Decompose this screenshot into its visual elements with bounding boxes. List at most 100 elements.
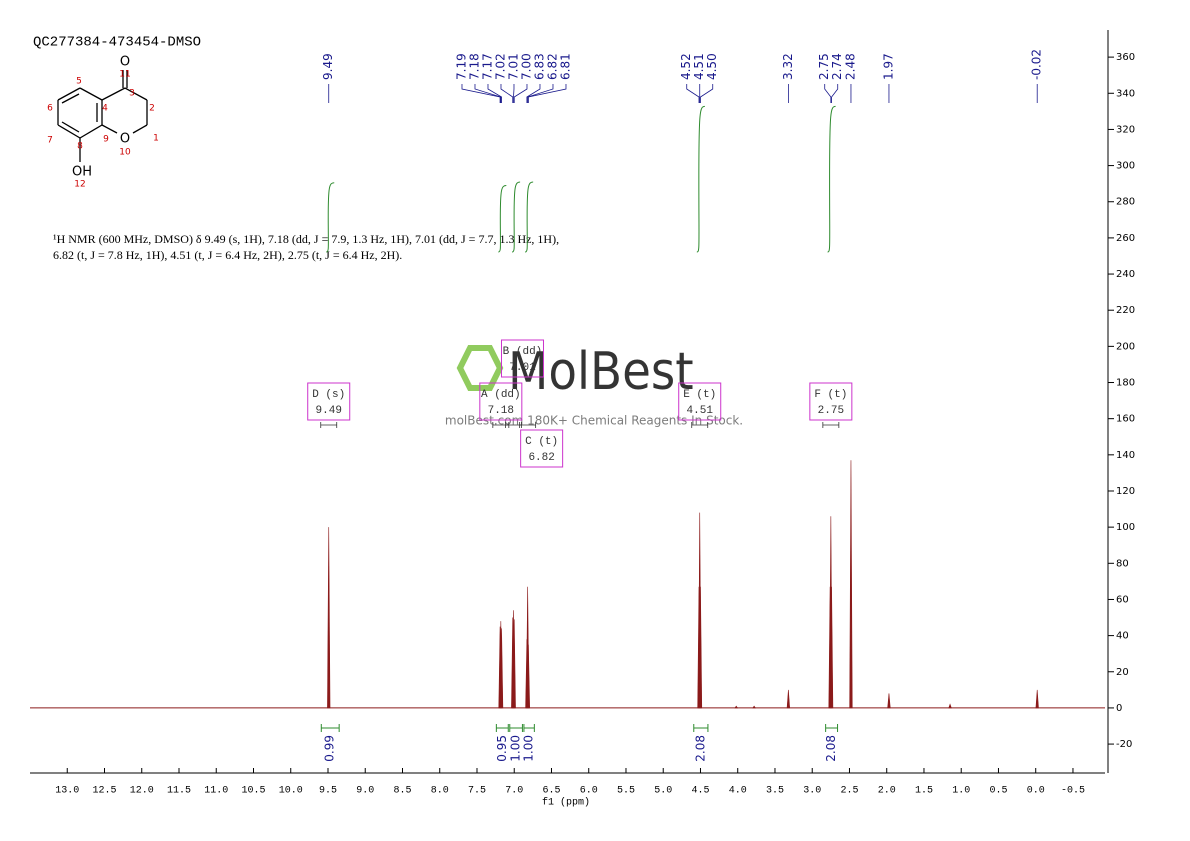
multiplet-name: B (dd): [503, 346, 543, 358]
integral-curve: [827, 105, 836, 253]
atom-label: 5: [76, 77, 82, 87]
x-tick-label: 1.0: [952, 786, 970, 797]
multiplet-box: [500, 339, 544, 378]
integral-bracket: [495, 724, 509, 732]
multiplet-name: C (t): [525, 436, 558, 448]
atom-label: 2: [149, 104, 155, 114]
multiplet-shift: 7.01: [509, 362, 536, 374]
peak: [327, 527, 331, 709]
y-tick-label: 260: [1116, 233, 1135, 244]
bond: [61, 121, 80, 133]
multiplet-box: [809, 382, 853, 421]
bond: [79, 87, 103, 101]
x-tick-label: -0.5: [1061, 786, 1085, 797]
integral-curve: [326, 182, 335, 253]
peak: [526, 644, 530, 709]
x-tick-label: 1.5: [915, 786, 933, 797]
multiplet-box: [520, 429, 564, 468]
x-axis-label: f1 (ppm): [542, 797, 590, 809]
multiplet-bracket: [822, 422, 840, 428]
peak: [829, 586, 834, 709]
chart-title: QC277384-473454-DMSO: [33, 35, 201, 51]
atom-label: 8: [77, 142, 83, 152]
watermark-logo: [456, 345, 504, 391]
multiplet-box: [307, 382, 351, 421]
bond: [101, 87, 126, 101]
bond: [101, 124, 118, 134]
multiplet-shift: 2.75: [818, 405, 844, 417]
atom-label: 11: [119, 70, 130, 80]
peak-label: 9.49: [321, 53, 335, 80]
nmr-description: 6.82 (t, J = 7.8 Hz, 1H), 4.51 (t, J = 6…: [53, 248, 402, 262]
atom-label: OH: [72, 165, 92, 180]
atom-label: 1: [153, 134, 159, 144]
integral-label: 2.08: [824, 735, 838, 762]
y-tick-label: 200: [1116, 341, 1135, 352]
integral-curve: [511, 181, 521, 253]
peak-label-leader: [824, 84, 832, 103]
peak-label: 4.50: [705, 53, 719, 80]
peak-label: 2.75: [817, 53, 831, 80]
peak: [752, 705, 757, 709]
y-tick-label: 280: [1116, 197, 1135, 208]
atom-label: O: [120, 132, 130, 147]
y-tick-label: 60: [1116, 594, 1129, 605]
x-tick-label: 12.5: [92, 786, 116, 797]
multiplet-name: F (t): [814, 389, 847, 401]
atom-label: 12: [74, 180, 85, 190]
atom-label: 7: [47, 136, 53, 146]
y-tick-label: 340: [1116, 88, 1135, 99]
peak-label: 4.51: [692, 53, 706, 80]
y-tick-label: 80: [1116, 558, 1129, 569]
peak-label: 7.18: [467, 53, 481, 80]
y-tick-label: 220: [1116, 305, 1135, 316]
multiplet-shift: 4.51: [687, 405, 714, 417]
peak-label: 7.17: [480, 53, 494, 80]
peak-label-leader: [686, 84, 700, 103]
integral-label: 0.95: [495, 735, 509, 762]
integral-bracket: [509, 724, 523, 732]
peak-label: 1.97: [881, 53, 895, 80]
bond: [57, 87, 81, 101]
peak-label-leader: [513, 84, 528, 103]
peak-label: 6.81: [558, 53, 572, 80]
peak-label-leader: [527, 84, 554, 103]
peak-label: 6.83: [532, 53, 546, 80]
molecule: [57, 70, 148, 162]
nmr-description: ¹H NMR (600 MHz, DMSO) δ 9.49 (s, 1H), 7…: [53, 232, 559, 246]
peak-label-leader: [487, 84, 502, 103]
x-tick-label: 10.0: [279, 786, 303, 797]
peak-label: 7.00: [519, 53, 533, 80]
peak-label-leader: [831, 84, 839, 103]
y-tick-label: 140: [1116, 450, 1135, 461]
multiplet-bracket: [519, 422, 537, 428]
y-tick-label: 20: [1116, 667, 1129, 678]
bond: [132, 124, 148, 134]
y-tick-label: 320: [1116, 124, 1135, 135]
peak-label-leader: [526, 84, 541, 103]
y-tick-label: 40: [1116, 631, 1129, 642]
y-tick-label: 300: [1116, 161, 1135, 172]
integral-label: 0.99: [323, 735, 337, 762]
integral-bracket: [693, 724, 709, 732]
y-tick-label: -20: [1116, 739, 1132, 750]
atom-label: O: [120, 55, 130, 70]
peak-label: 7.01: [506, 53, 520, 80]
integral-curve: [525, 181, 534, 253]
multiplet-name: A (dd): [481, 389, 521, 401]
x-tick-label: 3.5: [766, 786, 784, 797]
peak-label-leader: [700, 84, 714, 103]
integral-bracket: [825, 724, 839, 732]
multiplet-shift: 7.18: [488, 405, 514, 417]
x-tick-label: 7.0: [505, 786, 523, 797]
peak-label: 2.48: [843, 53, 857, 80]
x-tick-label: 13.0: [55, 786, 79, 797]
bond: [61, 93, 80, 104]
peak-label: 7.02: [493, 53, 507, 80]
multiplet-box: [479, 382, 523, 421]
x-tick-label: 0.0: [1027, 786, 1045, 797]
y-tick-label: 120: [1116, 486, 1135, 497]
peak-label: 2.74: [830, 53, 844, 80]
x-tick-label: 0.5: [989, 786, 1007, 797]
